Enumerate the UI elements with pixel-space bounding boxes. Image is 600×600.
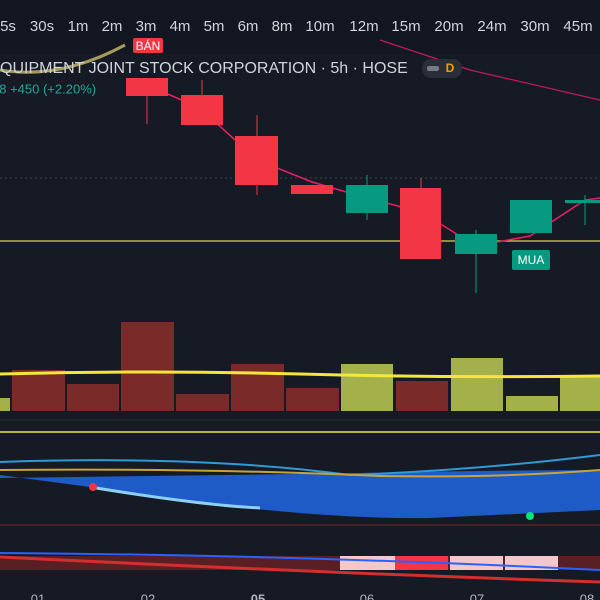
histogram-bar <box>340 556 395 570</box>
volume-bar <box>176 394 229 411</box>
timeframe-button[interactable]: 1m <box>68 18 89 35</box>
oscillator-signal <box>0 468 600 478</box>
volume-bar <box>231 364 284 411</box>
sell-label-bg <box>133 38 163 53</box>
candle <box>510 200 552 233</box>
signal-line <box>0 555 600 584</box>
date-label: 01 <box>31 591 45 600</box>
timeframe-button[interactable]: 2m <box>102 18 123 35</box>
moving-average-band <box>0 43 126 74</box>
volume-average <box>0 370 600 379</box>
timeframe-button[interactable]: 15m <box>391 18 420 35</box>
timeframe-bar: 5s 30s 1m 2m 3m 4m 5m 6m 8m 10m 12m 15m 20m 24m 30m 45m <box>0 18 593 35</box>
timeframe-button[interactable]: 8m <box>272 18 293 35</box>
candle <box>565 200 600 203</box>
badge-toggle[interactable] <box>427 66 439 71</box>
volume-bar <box>286 388 339 411</box>
timeframe-button[interactable]: 3m <box>136 18 157 35</box>
date-label: 05 <box>251 591 265 600</box>
timeframe-button[interactable]: 24m <box>477 18 506 35</box>
candle <box>346 185 388 213</box>
date-label: 08 <box>580 591 594 600</box>
buy-label-bg <box>512 250 550 270</box>
volume-bar <box>451 358 503 411</box>
date-label: 07 <box>470 591 484 600</box>
oscillator-area <box>0 470 600 519</box>
timeframe-button[interactable]: 45m <box>563 18 592 35</box>
moving-average-slow <box>379 39 600 101</box>
date-label: 06 <box>360 591 374 600</box>
timeframe-button[interactable]: 6m <box>238 18 259 35</box>
signal-dot <box>526 512 534 520</box>
candle <box>181 95 223 125</box>
timeframe-button[interactable]: 4m <box>170 18 191 35</box>
candle <box>400 188 441 259</box>
macd-line <box>0 552 600 571</box>
badge-bg[interactable] <box>422 59 462 78</box>
timeframe-button[interactable]: 30s <box>30 18 54 35</box>
volume-bar <box>560 376 600 411</box>
sell-label: BÁN <box>136 38 161 53</box>
histogram-bar <box>450 556 503 570</box>
timeframe-button[interactable]: 10m <box>305 18 334 35</box>
timeframe-button[interactable]: 5m <box>204 18 225 35</box>
oscillator-highlight <box>89 485 261 510</box>
timeframe-button[interactable]: 30m <box>520 18 549 35</box>
signal-dot <box>89 483 97 491</box>
candle <box>126 78 168 96</box>
volume-bar <box>341 364 393 411</box>
timeframe-button[interactable]: 5s <box>0 18 16 35</box>
toolbar <box>0 0 600 54</box>
candle <box>291 185 333 194</box>
timeframe-button[interactable]: 20m <box>434 18 463 35</box>
candles <box>126 78 600 293</box>
price-change: 58 +450 (+2.20%) <box>0 81 96 96</box>
volume-bar <box>12 370 65 411</box>
date-label: 02 <box>141 591 155 600</box>
date-axis: 01 02 05 06 07 08 <box>31 591 594 600</box>
volume-bar <box>0 398 10 411</box>
candle <box>235 136 278 185</box>
symbol-title: QUIPMENT JOINT STOCK CORPORATION · 5h · … <box>0 60 408 77</box>
moving-average <box>146 84 600 247</box>
volume-bar <box>121 322 174 411</box>
volume-bar <box>67 384 119 411</box>
volume-bar <box>396 381 448 411</box>
candle <box>455 234 497 254</box>
volume-bar <box>506 396 558 411</box>
badge[interactable]: D <box>446 61 455 75</box>
buy-label: MUA <box>518 253 545 267</box>
timeframe-button[interactable]: 12m <box>349 18 378 35</box>
